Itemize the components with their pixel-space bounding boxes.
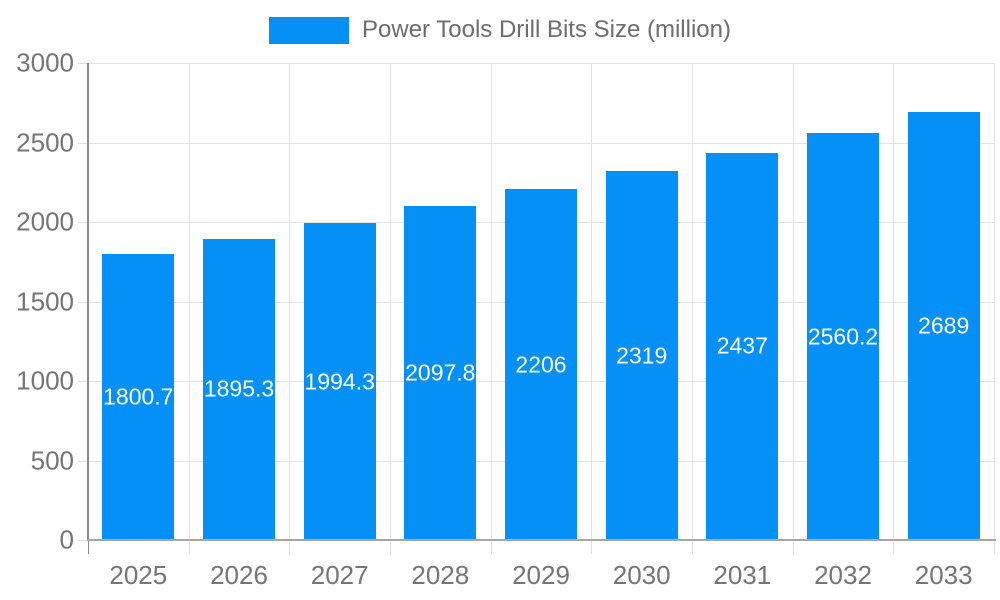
legend-label: Power Tools Drill Bits Size (million) bbox=[362, 16, 731, 43]
y-tick bbox=[78, 63, 88, 64]
y-axis-label: 500 bbox=[30, 445, 74, 476]
y-tick bbox=[78, 461, 88, 462]
y-axis-label: 1000 bbox=[16, 365, 74, 396]
x-tick bbox=[692, 540, 693, 554]
x-tick bbox=[189, 540, 190, 554]
bar bbox=[505, 189, 577, 540]
bar bbox=[203, 238, 275, 540]
x-axis-label: 2031 bbox=[713, 560, 772, 590]
bar-value-label: 1800.7 bbox=[103, 383, 174, 410]
x-tick bbox=[491, 540, 492, 554]
y-gridline bbox=[88, 143, 994, 144]
x-gridline bbox=[591, 63, 592, 540]
bar bbox=[605, 171, 678, 540]
y-axis-label: 1500 bbox=[16, 286, 74, 317]
bar-value-label: 2560.2 bbox=[807, 323, 879, 349]
x-gridline bbox=[289, 63, 290, 540]
bar-value-label: 2097.8 bbox=[405, 359, 476, 386]
x-axis-label: 2025 bbox=[109, 560, 168, 590]
bar-value-label: 2689 bbox=[918, 312, 970, 339]
x-axis-label: 2032 bbox=[814, 560, 872, 590]
y-axis-label: 2000 bbox=[16, 206, 74, 237]
x-gridline bbox=[491, 63, 492, 540]
x-tick bbox=[289, 540, 290, 554]
y-axis-label: 2500 bbox=[16, 127, 74, 158]
y-axis-line bbox=[87, 63, 89, 540]
bar-value-label: 1994.3 bbox=[304, 368, 375, 394]
bar-value-label: 2206 bbox=[515, 351, 567, 378]
y-gridline bbox=[88, 63, 994, 64]
x-gridline bbox=[893, 63, 894, 540]
y-tick bbox=[78, 540, 88, 541]
x-gridline bbox=[692, 63, 693, 540]
bar bbox=[907, 112, 980, 540]
x-axis-label: 2029 bbox=[512, 560, 570, 590]
x-gridline bbox=[189, 63, 190, 540]
bar bbox=[303, 222, 376, 540]
x-gridline bbox=[793, 63, 794, 540]
x-tick bbox=[390, 540, 391, 554]
legend-swatch bbox=[269, 16, 349, 44]
x-axis-label: 2027 bbox=[310, 560, 369, 590]
x-tick bbox=[893, 540, 894, 554]
x-gridline bbox=[390, 63, 391, 540]
x-tick bbox=[591, 540, 592, 554]
x-tick bbox=[994, 540, 995, 554]
x-axis-line bbox=[87, 539, 996, 541]
x-gridline bbox=[994, 63, 995, 540]
legend[interactable]: Power Tools Drill Bits Size (million) bbox=[0, 16, 1000, 44]
x-axis-label: 2028 bbox=[411, 560, 470, 590]
x-tick bbox=[88, 540, 89, 554]
y-axis-label: 0 bbox=[59, 524, 74, 555]
bar-value-label: 2319 bbox=[616, 342, 668, 369]
bar bbox=[706, 152, 779, 540]
x-axis-label: 2026 bbox=[210, 560, 268, 590]
x-axis-label: 2033 bbox=[914, 560, 973, 590]
y-tick bbox=[78, 222, 88, 223]
bar bbox=[404, 206, 477, 540]
y-tick bbox=[78, 381, 88, 382]
x-axis-label: 2030 bbox=[612, 560, 671, 590]
bar-value-label: 2437 bbox=[716, 332, 768, 359]
y-axis-label: 3000 bbox=[16, 47, 74, 78]
bar-value-label: 1895.3 bbox=[203, 375, 275, 402]
bar bbox=[807, 132, 879, 540]
x-tick bbox=[793, 540, 794, 554]
y-tick bbox=[78, 302, 88, 303]
bar bbox=[102, 253, 175, 540]
y-tick bbox=[78, 143, 88, 144]
